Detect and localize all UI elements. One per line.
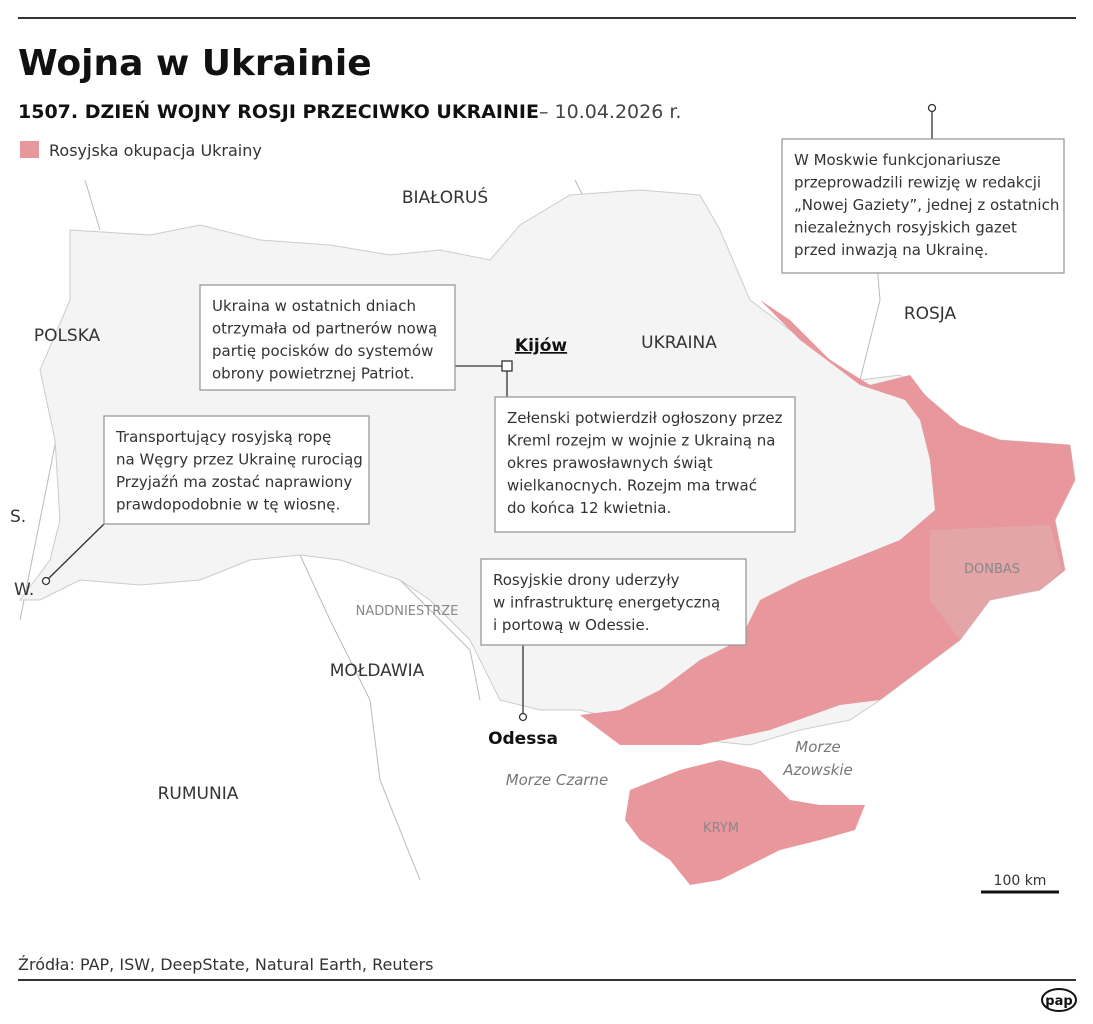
- callout-text: Przyjaźń ma zostać naprawiony: [116, 473, 352, 491]
- country-label: S.: [10, 507, 26, 527]
- callout-text: obrony powietrznej Patriot.: [212, 365, 414, 383]
- callout-text: okres prawosławnych świąt: [507, 454, 713, 472]
- callouts: W Moskwie funkcjonariusze przeprowadzili …: [103, 138, 1065, 646]
- subtitle: 1507. DZIEŃ WOJNY ROSJI PRZECIWKO UKRAIN…: [18, 100, 539, 123]
- leader-dot: [41, 576, 51, 586]
- callout-text: i portową w Odessie.: [493, 616, 649, 634]
- callout-text: do końca 12 kwietnia.: [507, 499, 671, 517]
- region-label: NADDNIESTRZE: [356, 604, 459, 619]
- donbas-area: [930, 525, 1062, 640]
- callout-text: przeprowadzili rewizję w redakcji: [794, 174, 1041, 192]
- leader-dot: [927, 103, 937, 113]
- callout-text: Transportujący rosyjską ropę: [115, 428, 331, 446]
- leader-line: [47, 523, 105, 580]
- country-label: W.: [14, 580, 34, 600]
- callout-text: Kreml rozejm w wojnie z Ukrainą na: [507, 432, 775, 450]
- country-label: MOŁDAWIA: [330, 661, 425, 681]
- region-label: DONBAS: [964, 562, 1020, 577]
- callout-box: [480, 558, 747, 646]
- country-label: ROSJA: [904, 304, 957, 324]
- sea-label: Morze Czarne: [506, 771, 609, 789]
- sea-label: Azowskie: [782, 761, 852, 779]
- callout-text: w infrastrukturę energetyczną: [493, 594, 720, 612]
- country-label: POLSKA: [34, 326, 101, 346]
- scale-label: 100 km: [994, 873, 1047, 889]
- city-label: Odessa: [488, 729, 558, 749]
- capital-label: Kijów: [515, 336, 568, 356]
- callout-text: Ukraina w ostatnich dniach: [212, 297, 416, 315]
- callout-text: „Nowej Gaziety”, jednej z ostatnich: [794, 196, 1059, 214]
- callout-text: Rosyjskie drony uderzyły: [493, 571, 680, 589]
- callout-box: [781, 138, 1065, 274]
- callout-text: prawdopodobnie w tę wiosnę.: [116, 496, 340, 514]
- callout-text: niezależnych rosyjskich gazet: [794, 219, 1017, 237]
- callout-text: W Moskwie funkcjonariusze: [794, 151, 1001, 169]
- logo-ring: [1041, 988, 1077, 1012]
- legend-swatch: [20, 141, 39, 158]
- callout-box: [103, 415, 370, 525]
- country-label: UKRAINA: [641, 333, 717, 353]
- callout-text: wielkanocnych. Rozejm ma trwać: [507, 477, 757, 495]
- sources: Źródła: PAP, ISW, DeepState, Natural Ear…: [18, 955, 434, 974]
- title: Wojna w Ukrainie: [18, 43, 372, 84]
- country-label: BIAŁORUŚ: [402, 186, 488, 208]
- callout-text: Zełenski potwierdził ogłoszony przez: [507, 409, 783, 427]
- country-label: RUMUNIA: [158, 784, 239, 804]
- callout-text: na Węgry przez Ukrainę rurociąg: [116, 451, 363, 469]
- legend-label: Rosyjska okupacja Ukrainy: [49, 141, 262, 160]
- callout-box: [199, 284, 456, 391]
- callout-box: [494, 396, 796, 533]
- capital-marker: [501, 360, 513, 372]
- callout-text: przed inwazją na Ukrainę.: [794, 241, 988, 259]
- occupied-area: [580, 300, 1075, 745]
- region-label: KRYM: [703, 821, 739, 836]
- callout-text: partię pocisków do systemów: [212, 342, 433, 360]
- sea-label: Morze: [795, 738, 840, 756]
- crimea-area: [625, 760, 865, 885]
- city-marker: [518, 712, 528, 722]
- callout-text: otrzymała od partnerów nową: [212, 320, 437, 338]
- date: – 10.04.2026 r.: [539, 101, 681, 123]
- logo: pap: [1045, 994, 1072, 1009]
